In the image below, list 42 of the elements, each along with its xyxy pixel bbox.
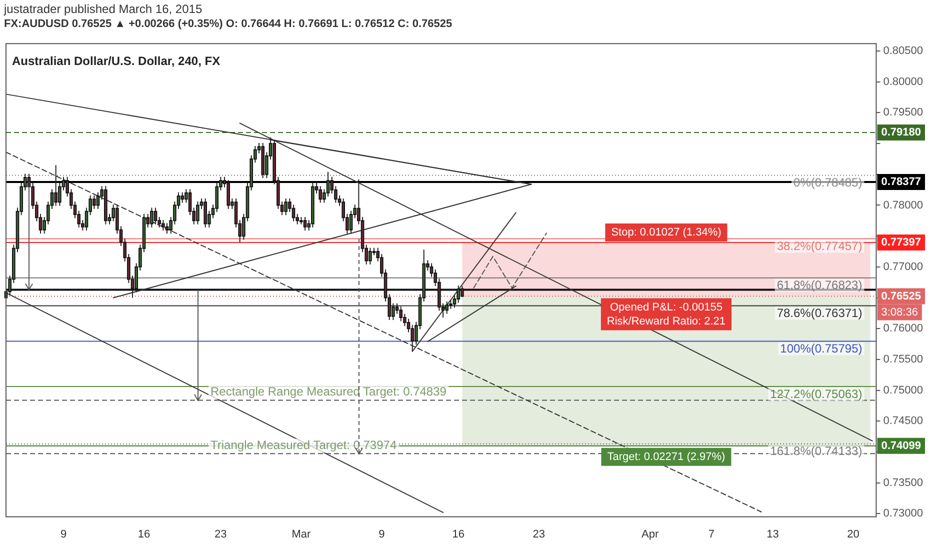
- x-tick-label: 23: [214, 528, 227, 540]
- x-tick-label: 16: [138, 528, 150, 540]
- x-tick-label: 9: [378, 528, 385, 540]
- y-tick-label: 0.75000: [883, 384, 924, 396]
- ref-line-label: 61.8%(0.76823): [776, 278, 862, 292]
- y-tick-label: 0.75500: [883, 354, 924, 366]
- y-tick-label: 0.80000: [883, 76, 924, 88]
- y-tick-label: 0.73000: [883, 508, 924, 520]
- text: 3:08:36: [881, 306, 918, 318]
- annotation: Opened P&L: -0.00155 Risk/Reward Ratio: 2.21: [606, 301, 726, 328]
- y-tick-label: 0.76000: [883, 322, 924, 335]
- annotation: Stop: 0.01027 (1.34%): [611, 226, 722, 238]
- ref-line-label: 0.79180: [881, 126, 922, 138]
- ref-line-label: 0.77397: [881, 236, 922, 248]
- text: justatrader published March 16, 2015: [4, 2, 204, 17]
- ref-line-label: Triangle Measured Target: 0.73974: [210, 438, 397, 452]
- ref-line-label: 78.6%(0.76371): [776, 306, 862, 320]
- x-tick-label: 9: [60, 528, 67, 540]
- text: FX:AUDUSD 0.76525 ▲ +0.00266 (+0.35%) O: 0.76644 H: 0.76691 L: 0.76512 C: 0.76525: [4, 17, 452, 32]
- ref-line-label: 38.2%(0.77457): [776, 239, 862, 254]
- x-tick-label: 13: [766, 528, 779, 540]
- x-tick-label: 7: [708, 528, 714, 540]
- y-tick-label: 0.78000: [883, 199, 924, 212]
- x-tick-label: 16: [452, 528, 464, 540]
- y-tick-label: 0.79500: [883, 106, 924, 119]
- ref-line-label: 161.8%(0.74133): [770, 444, 862, 458]
- x-tick-label: Apr: [641, 528, 659, 540]
- ref-line-label: 0.74099: [881, 440, 922, 452]
- y-tick-label: 0.73500: [883, 476, 924, 489]
- x-tick-label: 20: [847, 528, 860, 540]
- x-tick-label: 23: [532, 528, 545, 540]
- ref-line-label: Rectangle Range Measured Target: 0.74839: [210, 384, 447, 399]
- ref-line-label: 127.2%(0.75063): [770, 386, 862, 401]
- x-tick-label: Mar: [292, 528, 311, 540]
- ref-line-label: 0.78377: [881, 176, 922, 188]
- text: Australian Dollar/U.S. Dollar, 240, FX: [12, 54, 220, 68]
- ref-line-label: 0.76525: [881, 290, 922, 302]
- y-tick-label: 0.74500: [883, 415, 924, 428]
- annotation: Target: 0.02271 (2.97%): [607, 450, 726, 463]
- y-tick-label: 0.80500: [883, 45, 924, 58]
- y-tick-label: 0.77000: [883, 260, 924, 273]
- ref-line-label: 100%(0.75795): [780, 342, 862, 356]
